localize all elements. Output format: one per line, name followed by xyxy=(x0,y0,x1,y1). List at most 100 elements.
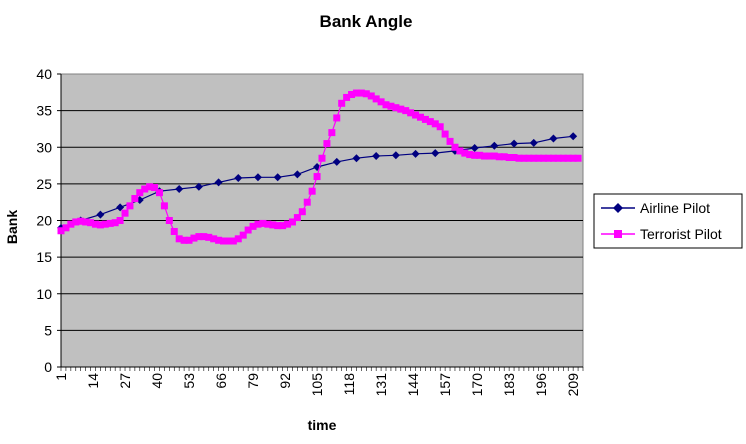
terrorist-pilot-point xyxy=(229,237,237,245)
terrorist-pilot-point xyxy=(210,235,218,243)
terrorist-pilot-point xyxy=(466,151,474,159)
terrorist-pilot-point xyxy=(288,218,296,226)
terrorist-pilot-point xyxy=(431,120,439,128)
y-tick-label: 25 xyxy=(36,176,52,192)
terrorist-pilot-point xyxy=(67,220,75,228)
terrorist-pilot-point xyxy=(441,130,449,138)
airline-pilot-point xyxy=(194,182,203,191)
airline-pilot-point xyxy=(116,203,125,212)
y-tick-label: 10 xyxy=(36,286,52,302)
airline-pilot-point xyxy=(214,178,223,187)
terrorist-pilot-point xyxy=(485,152,493,160)
terrorist-pilot-point xyxy=(175,235,183,243)
terrorist-pilot-point xyxy=(510,154,518,162)
terrorist-pilot-point xyxy=(323,140,331,148)
terrorist-pilot-point xyxy=(254,220,262,228)
terrorist-pilot-point xyxy=(62,224,70,232)
terrorist-pilot-point xyxy=(554,154,562,162)
terrorist-pilot-point xyxy=(224,237,232,245)
airline-pilot-point xyxy=(470,143,479,152)
terrorist-pilot-point xyxy=(436,123,444,131)
terrorist-pilot-point xyxy=(402,107,410,115)
terrorist-pilot-point xyxy=(367,92,375,100)
x-tick-label: 27 xyxy=(117,373,133,389)
airline-pilot-point xyxy=(490,141,499,150)
airline-pilot-point xyxy=(569,132,578,141)
terrorist-pilot-point xyxy=(333,114,341,122)
terrorist-pilot-point xyxy=(155,189,163,197)
terrorist-pilot-point xyxy=(490,152,498,160)
terrorist-pilot-point xyxy=(72,218,80,226)
terrorist-pilot-point xyxy=(259,219,267,227)
terrorist-pilot-point xyxy=(151,184,159,192)
terrorist-pilot-point xyxy=(407,109,415,117)
x-tick-label: 66 xyxy=(213,373,229,389)
legend-marker-terrorist xyxy=(614,230,622,238)
terrorist-pilot-point xyxy=(451,143,459,151)
terrorist-pilot-point xyxy=(96,221,104,229)
terrorist-pilot-point xyxy=(313,173,321,181)
terrorist-pilot-point xyxy=(343,93,351,101)
terrorist-pilot-point xyxy=(121,209,129,217)
x-axis-title: time xyxy=(308,417,337,433)
terrorist-pilot-point xyxy=(471,151,479,159)
airline-pilot-point xyxy=(332,157,341,166)
terrorist-pilot-point xyxy=(244,226,252,234)
terrorist-pilot-point xyxy=(574,154,582,162)
terrorist-pilot-point xyxy=(116,217,124,224)
terrorist-pilot-point xyxy=(234,235,242,243)
terrorist-pilot-point xyxy=(264,220,272,228)
terrorist-pilot-point xyxy=(200,233,208,241)
terrorist-pilot-point xyxy=(239,231,247,239)
x-tick-label: 53 xyxy=(181,373,197,389)
terrorist-pilot-point xyxy=(549,154,557,162)
airline-pilot-point xyxy=(529,138,538,147)
y-axis-ticks: 0 5 10 15 20 25 30 35 40 xyxy=(36,66,583,375)
terrorist-pilot-point xyxy=(476,151,484,159)
legend-label-terrorist-pilot: Terrorist Pilot xyxy=(640,226,722,242)
y-tick-label: 30 xyxy=(36,139,52,155)
terrorist-pilot-point xyxy=(308,187,316,195)
terrorist-pilot-point xyxy=(362,90,370,98)
terrorist-pilot-point xyxy=(141,185,149,193)
terrorist-pilot-point xyxy=(530,154,538,162)
terrorist-pilot-point xyxy=(446,137,454,145)
terrorist-pilot-point xyxy=(382,101,390,109)
terrorist-pilot-point xyxy=(87,219,95,227)
x-tick-label: 170 xyxy=(469,373,485,397)
y-axis-title: Bank xyxy=(4,210,20,244)
terrorist-pilot-point xyxy=(57,227,65,235)
terrorist-pilot-point xyxy=(545,154,553,162)
terrorist-pilot-point xyxy=(131,195,139,203)
terrorist-pilot-point xyxy=(269,221,277,229)
x-tick-label: 131 xyxy=(373,373,389,397)
terrorist-pilot-point xyxy=(377,98,385,106)
airline-pilot-point xyxy=(234,174,243,183)
terrorist-pilot-point xyxy=(205,233,213,241)
terrorist-pilot-point xyxy=(160,202,168,210)
airline-pilot-point xyxy=(391,151,400,160)
terrorist-pilot-point xyxy=(106,219,114,227)
y-tick-label: 35 xyxy=(36,103,52,119)
x-tick-label: 105 xyxy=(309,373,325,397)
chart-title: Bank Angle xyxy=(320,12,413,31)
terrorist-pilot-point xyxy=(461,149,469,157)
terrorist-pilot-point xyxy=(136,189,144,197)
x-tick-label: 144 xyxy=(405,373,421,397)
terrorist-pilot-point xyxy=(387,102,395,110)
terrorist-pilot-point xyxy=(569,154,577,162)
terrorist-pilot-point xyxy=(126,202,134,210)
x-tick-label: 183 xyxy=(501,373,517,397)
terrorist-pilot-point xyxy=(559,154,567,162)
airline-pilot-point xyxy=(273,173,282,182)
y-tick-label: 15 xyxy=(36,249,52,265)
terrorist-pilot-point xyxy=(82,218,90,226)
terrorist-pilot-point xyxy=(170,227,178,235)
x-tick-label: 157 xyxy=(437,373,453,397)
terrorist-pilot-point xyxy=(180,236,188,244)
y-tick-label: 0 xyxy=(44,359,52,375)
terrorist-pilot-point xyxy=(293,214,301,222)
airline-pilot-point xyxy=(352,154,361,163)
y-tick-label: 20 xyxy=(36,213,52,229)
terrorist-pilot-point xyxy=(520,154,528,162)
